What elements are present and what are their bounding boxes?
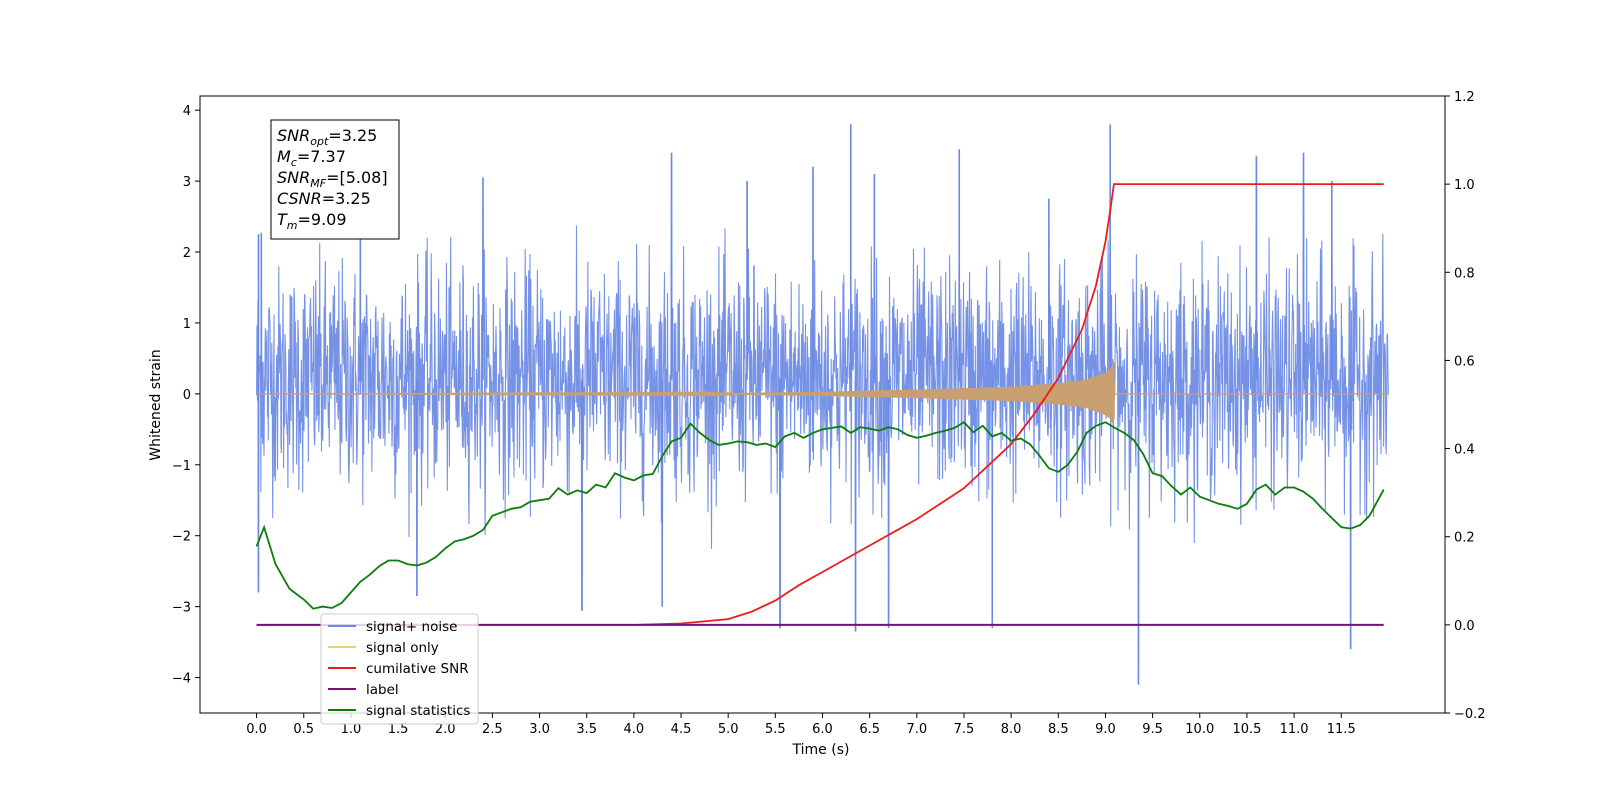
annotation-frame xyxy=(270,119,400,240)
x-tick-label: 8.5 xyxy=(1048,722,1069,737)
legend-label: cumilative SNR xyxy=(366,661,469,677)
x-tick-label: 5.0 xyxy=(718,722,739,737)
x-tick-label: 8.0 xyxy=(1001,722,1022,737)
x-tick-label: 1.5 xyxy=(388,722,409,737)
y-axis-right: −0.2 0.0 0.2 0.4 0.6 0.8 1.0 1.2 xyxy=(1445,90,1486,722)
annotation-line: Mc=7.37 xyxy=(277,147,346,169)
annotation-line: CSNR=3.25 xyxy=(277,189,371,208)
x-tick-label: 2.5 xyxy=(482,722,503,737)
x-tick-label: 10.0 xyxy=(1185,722,1214,737)
x-tick-label: 6.5 xyxy=(859,722,880,737)
annotation-line: SNRMF=[5.08] xyxy=(277,168,388,190)
legend-label: signal only xyxy=(366,640,439,656)
y-tick-label-right: 0.0 xyxy=(1454,619,1475,634)
x-tick-label: 7.0 xyxy=(906,722,927,737)
y-tick-label-right: 0.6 xyxy=(1454,354,1475,369)
y-tick-label-left: 0 xyxy=(183,388,191,403)
y-tick-label-right: −0.2 xyxy=(1454,707,1486,722)
y-tick-label-right: 1.2 xyxy=(1454,90,1475,105)
x-tick-label: 9.5 xyxy=(1142,722,1163,737)
x-tick-label: 11.5 xyxy=(1327,722,1356,737)
plot-area xyxy=(255,124,1389,685)
y-axis-label-left: Whitened strain xyxy=(148,349,164,460)
y-tick-label-left: 1 xyxy=(183,317,191,332)
y-tick-label-right: 0.2 xyxy=(1454,531,1475,546)
y-tick-label-left: −2 xyxy=(172,530,191,545)
legend: signal+ noise signal only cumilative SNR la… xyxy=(320,613,479,725)
y-tick-label-left: 4 xyxy=(183,104,191,119)
x-tick-label: 11.0 xyxy=(1280,722,1309,737)
x-axis-label: Time (s) xyxy=(792,742,850,758)
x-tick-label: 9.0 xyxy=(1095,722,1116,737)
x-tick-label: 2.0 xyxy=(435,722,456,737)
series-signal-statistics xyxy=(255,421,1385,610)
y-tick-label-left: 2 xyxy=(183,246,191,261)
x-tick-label: 1.0 xyxy=(341,722,362,737)
x-tick-label: 3.5 xyxy=(576,722,597,737)
y-axis-left: −4 −3 −2 −1 0 1 2 3 4 xyxy=(172,104,200,687)
x-tick-label: 6.0 xyxy=(812,722,833,737)
x-tick-label: 7.5 xyxy=(954,722,975,737)
series-cumulative-snr xyxy=(256,183,1384,626)
annotation-line: Tm=9.09 xyxy=(277,210,347,232)
series-signal-noise xyxy=(256,124,1389,685)
x-tick-label: 3.0 xyxy=(529,722,550,737)
y-tick-label-right: 0.8 xyxy=(1454,266,1475,281)
x-tick-label: 4.0 xyxy=(624,722,645,737)
y-tick-label-left: −3 xyxy=(172,601,191,616)
y-tick-label-left: −1 xyxy=(172,459,191,474)
y-tick-label-right: 1.0 xyxy=(1454,178,1475,193)
y-tick-label-left: −4 xyxy=(172,672,191,687)
y-tick-label-right: 0.4 xyxy=(1454,443,1475,458)
legend-label: label xyxy=(366,682,399,698)
legend-label: signal statistics xyxy=(366,703,470,719)
x-tick-label: 10.5 xyxy=(1232,722,1261,737)
x-tick-label: 5.5 xyxy=(765,722,786,737)
y-tick-label-left: 3 xyxy=(183,175,191,190)
x-tick-label: 0.5 xyxy=(293,722,314,737)
x-tick-label: 4.5 xyxy=(671,722,692,737)
legend-frame xyxy=(320,613,479,725)
x-axis: 0.0 0.5 1.0 1.5 2.0 2.5 3.0 3.5 4.0 4.5 5.0 5.5 6.0 6… xyxy=(246,713,1356,737)
series-signal-only xyxy=(256,362,1389,425)
legend-label: signal+ noise xyxy=(366,619,457,635)
annotation-line: SNRopt=3.25 xyxy=(277,126,377,148)
x-tick-label: 0.0 xyxy=(246,722,267,737)
